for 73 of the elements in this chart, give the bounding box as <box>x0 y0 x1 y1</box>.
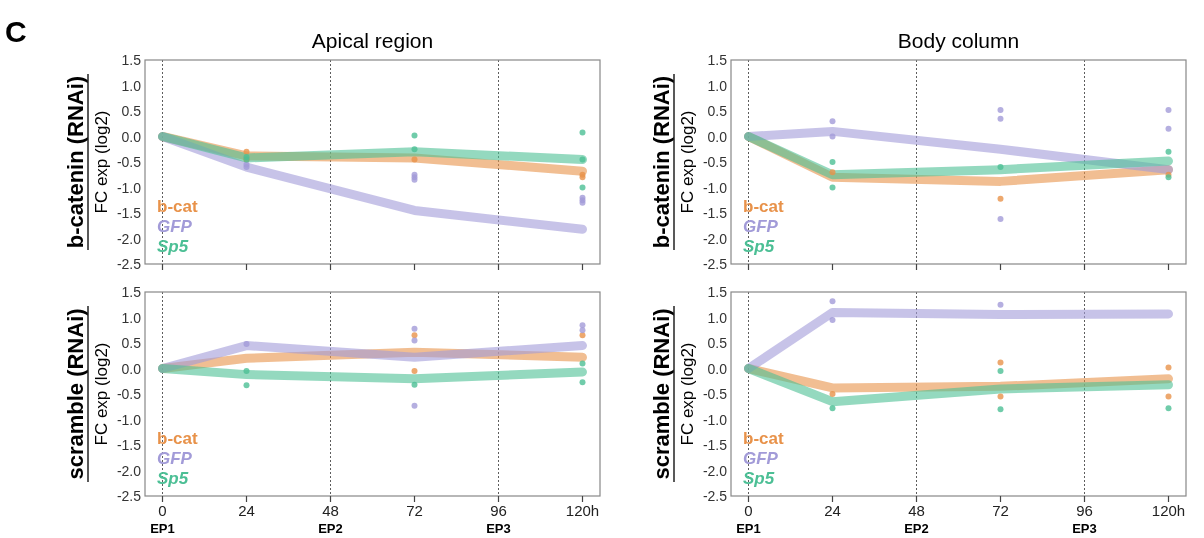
ref-line-label: EP3 <box>486 521 511 536</box>
y-tick-label: 0.5 <box>707 103 728 119</box>
text: GFP <box>743 449 779 468</box>
ref-line-label: EP3 <box>1072 521 1097 536</box>
x-tick-label: 120h <box>1151 502 1186 519</box>
y-tick-label: 0.0 <box>707 360 728 377</box>
text: Sp5 <box>157 469 189 488</box>
chart-title: Body column <box>897 29 1020 52</box>
text: Sp5 <box>743 469 775 488</box>
x-tick-label: 24 <box>238 502 255 519</box>
y-tick-label: -2.5 <box>702 488 728 504</box>
y-tick-label: 1.0 <box>707 309 728 326</box>
y-tick-label: -0.5 <box>702 154 728 170</box>
ref-line-label: EP1 <box>150 521 175 536</box>
text: Sp5 <box>743 237 775 256</box>
y-tick-label: -1.0 <box>116 179 142 196</box>
text: b-cat <box>157 429 198 448</box>
text: b-cat <box>157 197 198 216</box>
y-tick-label: -0.5 <box>702 386 728 402</box>
y-tick-label: -2.0 <box>116 230 142 247</box>
y-tick-label: 1.0 <box>121 77 142 94</box>
y-tick-label: -1.5 <box>702 437 728 453</box>
y-tick-label: 1.5 <box>121 52 142 68</box>
text: b-cat <box>743 197 784 216</box>
x-tick-label: 0 <box>158 502 167 519</box>
y-tick-label: 1.5 <box>707 284 728 300</box>
x-tick-label: 24 <box>824 502 841 519</box>
y-tick-label: -2.0 <box>702 230 728 247</box>
y-tick-label: -2.0 <box>116 462 142 479</box>
y-tick-label: -1.5 <box>702 205 728 221</box>
y-tick-label: -1.5 <box>116 205 142 221</box>
text: C <box>5 15 27 48</box>
text: GFP <box>743 217 779 236</box>
y-tick-label: 0.5 <box>121 335 142 351</box>
x-tick-label: 72 <box>406 502 423 519</box>
chart-title: Apical region <box>311 29 434 52</box>
y-tick-label: 1.5 <box>707 52 728 68</box>
ref-line-label: EP1 <box>736 521 761 536</box>
y-axis-title: scramble (RNAi) FC exp (log2) <box>649 308 697 480</box>
y-tick-label: -1.0 <box>116 411 142 428</box>
y-tick-label: 0.5 <box>707 335 728 351</box>
y-tick-label: 1.0 <box>707 77 728 94</box>
x-tick-label: 48 <box>908 502 925 519</box>
y-tick-label: -0.5 <box>116 154 142 170</box>
y-tick-label: 1.5 <box>121 284 142 300</box>
y-tick-label: -2.5 <box>116 488 142 504</box>
x-tick-label: 72 <box>992 502 1009 519</box>
x-tick-label: 120h <box>565 502 600 519</box>
text: GFP <box>157 449 193 468</box>
ref-line-label: EP2 <box>318 521 343 536</box>
y-tick-label: -2.5 <box>702 256 728 272</box>
y-tick-label: 0.0 <box>121 128 142 145</box>
ref-line-label: EP2 <box>904 521 929 536</box>
text: b-cat <box>743 429 784 448</box>
text: GFP <box>157 217 193 236</box>
y-tick-label: -2.5 <box>116 256 142 272</box>
y-tick-label: -1.0 <box>702 411 728 428</box>
x-tick-label: 96 <box>490 502 507 519</box>
x-tick-label: 96 <box>1076 502 1093 519</box>
y-axis-title: b-catenin (RNAi) FC exp (log2) <box>649 75 697 249</box>
y-tick-label: 1.0 <box>121 309 142 326</box>
y-tick-label: 0.0 <box>121 360 142 377</box>
x-tick-label: 0 <box>744 502 753 519</box>
y-tick-label: 0.0 <box>707 128 728 145</box>
y-tick-label: -0.5 <box>116 386 142 402</box>
y-tick-label: 0.5 <box>121 103 142 119</box>
y-axis-title: b-catenin (RNAi) FC exp (log2) <box>63 75 111 249</box>
text: Sp5 <box>157 237 189 256</box>
y-tick-label: -2.0 <box>702 462 728 479</box>
y-tick-label: -1.5 <box>116 437 142 453</box>
y-tick-label: -1.0 <box>702 179 728 196</box>
x-tick-label: 48 <box>322 502 339 519</box>
y-axis-title: scramble (RNAi) FC exp (log2) <box>63 308 111 480</box>
